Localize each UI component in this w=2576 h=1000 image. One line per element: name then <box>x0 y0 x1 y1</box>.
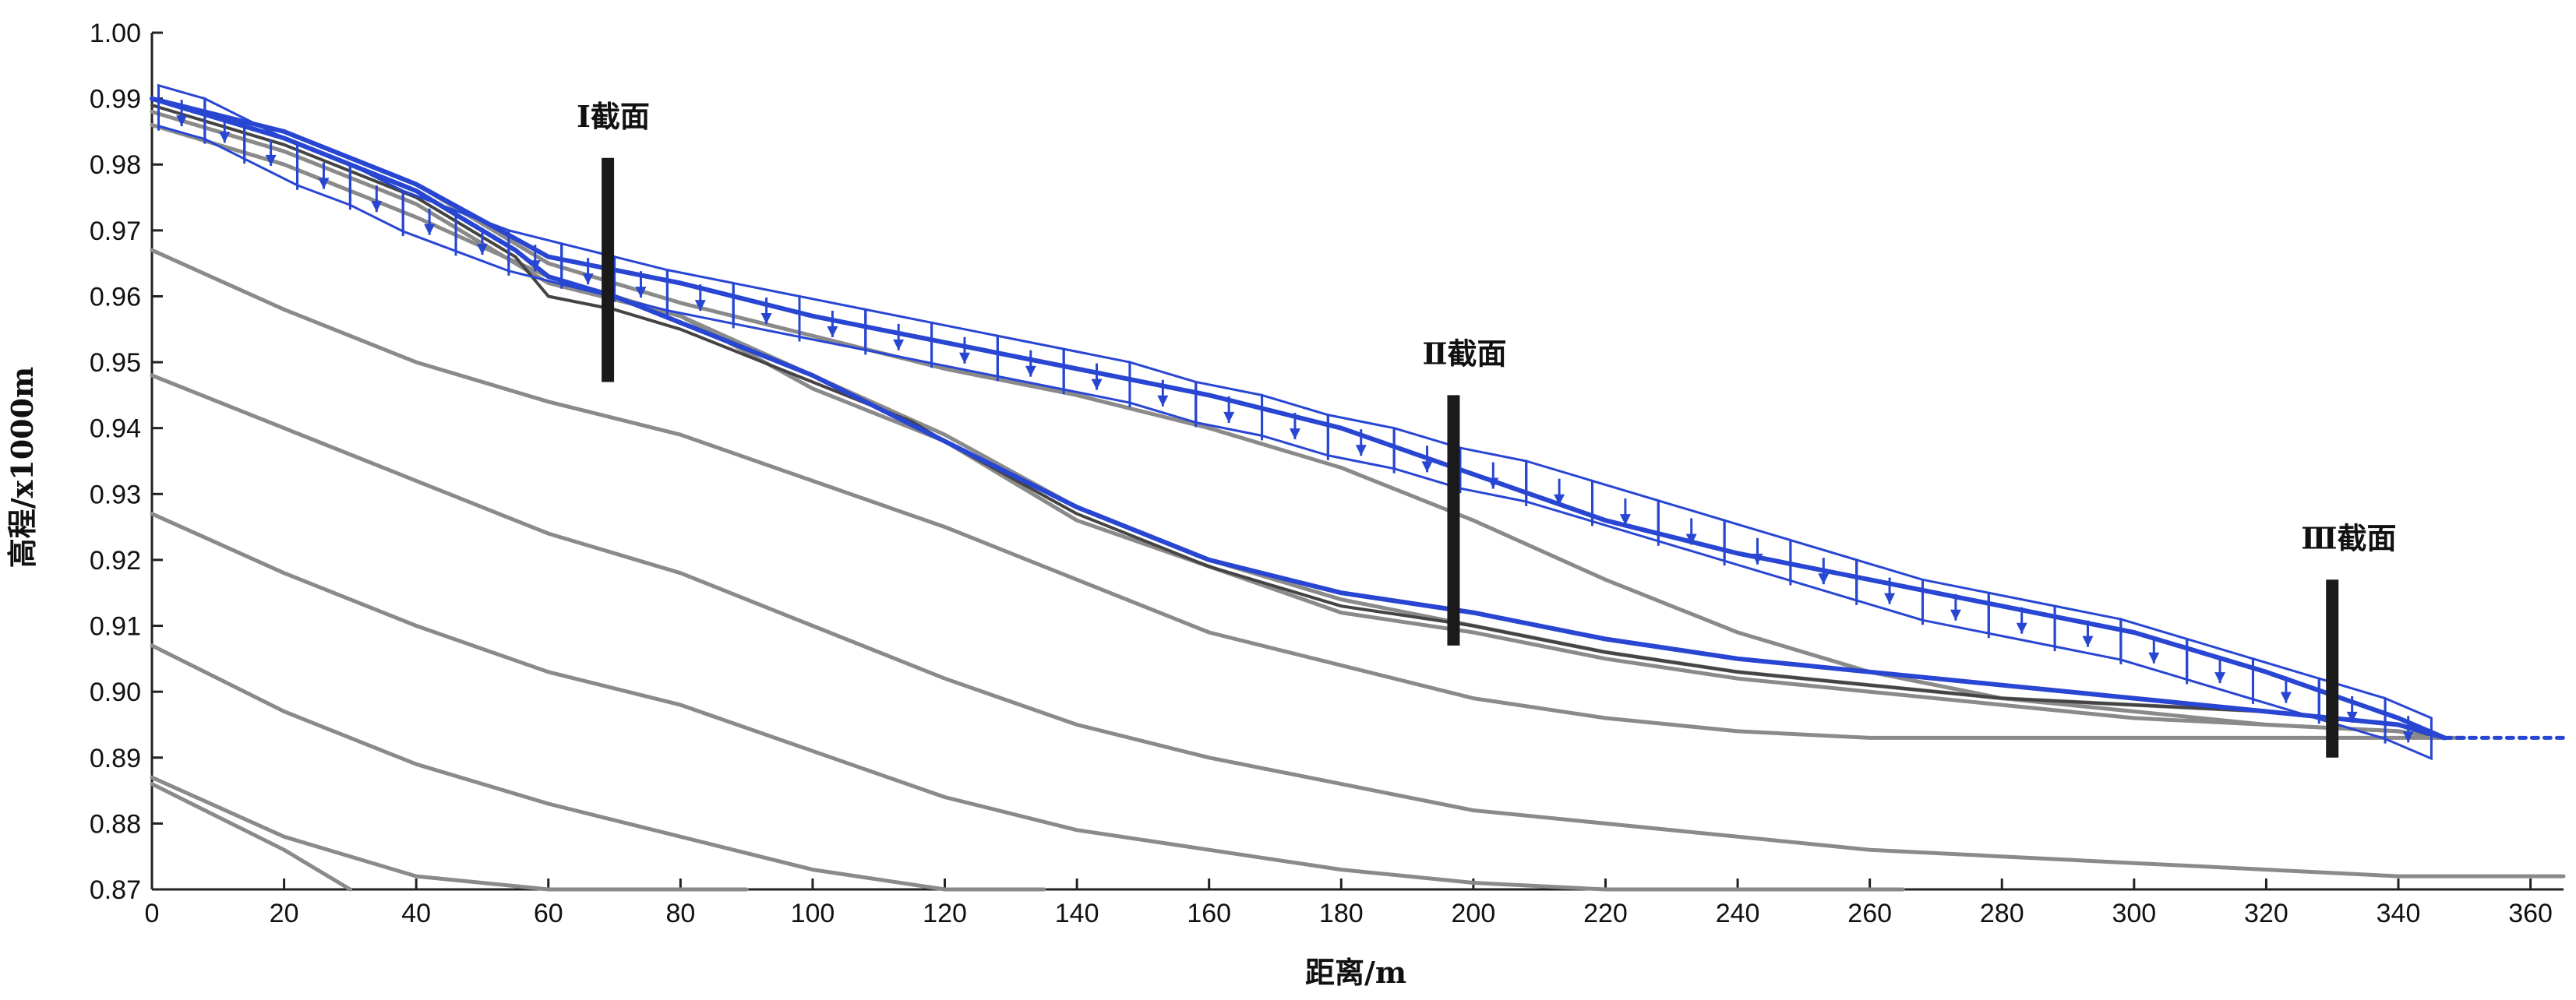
x-tick-label: 320 <box>2244 899 2288 928</box>
x-tick-label: 120 <box>923 899 967 928</box>
x-tick-label: 280 <box>1980 899 2024 928</box>
load-frame <box>2053 604 2123 661</box>
load-frame <box>1921 578 1990 636</box>
x-tick-label: 140 <box>1055 899 1099 928</box>
series-line-9 <box>150 775 749 892</box>
y-tick-label: 0.92 <box>90 546 141 576</box>
section-label-1: Ⅰ截面 <box>577 99 650 134</box>
section-label-3: Ⅲ截面 <box>2301 520 2396 555</box>
x-tick-label: 240 <box>1716 899 1760 928</box>
x-tick-label: 0 <box>145 899 160 928</box>
load-frame <box>1987 591 2056 648</box>
frames-layer <box>157 83 2433 761</box>
x-tick-label: 200 <box>1452 899 1496 928</box>
y-tick-label: 0.97 <box>90 217 141 246</box>
y-tick-label: 0.94 <box>90 414 141 444</box>
series-line-1 <box>150 97 2440 740</box>
y-tick-label: 0.88 <box>90 809 141 839</box>
y-tick-label: 0.93 <box>90 480 141 509</box>
y-axis-title: 高程/x1000m <box>5 367 40 569</box>
x-axis-title: 距离/m <box>1305 955 1406 990</box>
sections-layer: Ⅰ截面 Ⅱ截面 Ⅲ截面 <box>577 99 2397 758</box>
x-tick-label: 20 <box>270 899 299 928</box>
load-frame <box>1657 498 1726 563</box>
series-line-10 <box>150 782 352 892</box>
x-tick-label: 160 <box>1187 899 1231 928</box>
y-tick-label: 0.90 <box>90 678 141 707</box>
y-tick-label: 0.99 <box>90 85 141 114</box>
x-tick-label: 80 <box>665 899 695 928</box>
x-tick-label: 300 <box>2112 899 2156 928</box>
x-tick-label: 180 <box>1319 899 1364 928</box>
y-tick-label: 0.96 <box>90 282 141 312</box>
series-line-6 <box>150 373 2566 879</box>
series-layer <box>150 96 2566 892</box>
load-frame <box>1789 538 1858 602</box>
load-frame <box>2186 637 2254 701</box>
series-line-5 <box>150 248 2467 740</box>
series-line-12 <box>150 96 2447 741</box>
x-tick-label: 40 <box>401 899 431 928</box>
load-frame <box>2119 618 2189 681</box>
series-line-8 <box>150 643 1046 892</box>
y-tick-label: 0.89 <box>90 744 141 773</box>
load-frame <box>2384 696 2433 761</box>
x-tick-label: 340 <box>2377 899 2421 928</box>
x-tick-label: 60 <box>534 899 563 928</box>
y-tick-label: 0.91 <box>90 612 141 642</box>
axes: 0 20 40 60 80 100 120 140 160 180 200 220 240 260 280 3… <box>90 19 2564 928</box>
x-tick-label: 220 <box>1583 899 1628 928</box>
x-tick-label: 100 <box>791 899 835 928</box>
y-tick-label: 1.00 <box>90 19 141 48</box>
y-tick-label: 0.98 <box>90 150 141 180</box>
series-line-7 <box>150 512 1905 892</box>
y-tick-label: 0.95 <box>90 348 141 378</box>
section-label-2: Ⅱ截面 <box>1422 336 1506 371</box>
x-tick-label: 260 <box>1847 899 1892 928</box>
x-tick-label: 360 <box>2508 899 2553 928</box>
y-tick-label: 0.87 <box>90 875 141 905</box>
